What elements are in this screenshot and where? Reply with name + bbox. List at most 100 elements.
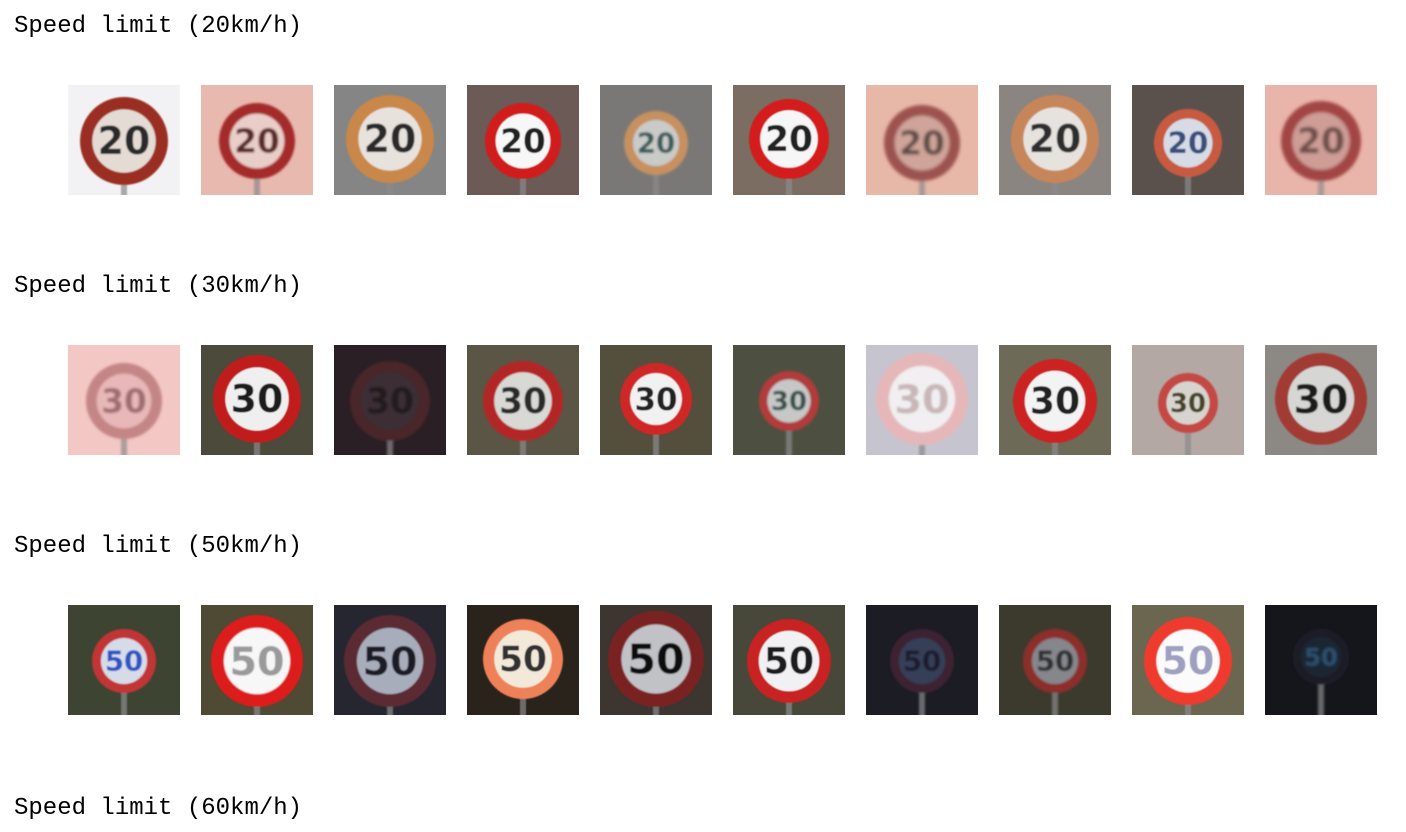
sign-thumbnail: 20 [999, 85, 1111, 195]
sign-number: 50 [105, 646, 143, 678]
speed-sign-icon: 20 [600, 85, 712, 195]
sign-face [888, 365, 956, 433]
sign-post [254, 177, 260, 195]
sign-face [229, 113, 285, 169]
sign-number: 20 [1168, 126, 1209, 160]
sign-post [387, 181, 393, 195]
sign-post [387, 705, 393, 715]
sign-thumbnail: 50 [733, 605, 845, 715]
sign-face [223, 627, 291, 695]
sign-post [1052, 441, 1058, 455]
sign-number: 50 [903, 646, 941, 678]
sign-post [1185, 175, 1191, 195]
sign-number: 30 [1170, 389, 1206, 419]
sign-number: 50 [362, 639, 417, 685]
sign-number: 30 [634, 382, 677, 418]
sign-thumbnail: 30 [600, 345, 712, 455]
sign-post [520, 697, 526, 715]
sign-number: 30 [1030, 380, 1080, 423]
speed-sign-icon: 30 [334, 345, 446, 455]
sign-thumbnail: 50 [68, 605, 180, 715]
sign-post [520, 177, 526, 195]
sign-face [358, 107, 422, 171]
sign-thumbnail: 30 [68, 345, 180, 455]
sign-thumbnail: 20 [733, 85, 845, 195]
sign-number: 20 [364, 117, 417, 161]
sign-thumbnail: 20 [1132, 85, 1244, 195]
sign-thumbnail: 30 [1132, 345, 1244, 455]
speed-sign-icon: 30 [201, 345, 313, 455]
speed-sign-icon: 30 [1132, 345, 1244, 455]
speed-sign-icon: 50 [600, 605, 712, 715]
sign-face [1166, 381, 1210, 425]
sign-face [1031, 637, 1079, 685]
sign-number: 20 [765, 120, 813, 160]
sign-thumbnail: 30 [334, 345, 446, 455]
speed-sign-icon: 50 [999, 605, 1111, 715]
sign-thumbnail: 20 [1265, 85, 1377, 195]
sign-face [361, 372, 419, 430]
speed-sign-icon: 50 [201, 605, 313, 715]
sign-face [1287, 365, 1355, 433]
sign-face [1156, 629, 1220, 693]
sign-face [621, 624, 691, 694]
sign-face [1024, 370, 1086, 432]
speed-sign-icon: 30 [866, 345, 978, 455]
speed-sign-icon: 20 [999, 85, 1111, 195]
sign-thumbnail: 20 [600, 85, 712, 195]
speed-sign-icon: 50 [866, 605, 978, 715]
sign-thumbnail: 50 [866, 605, 978, 715]
sign-post [653, 433, 659, 455]
speed-sign-icon: 30 [999, 345, 1111, 455]
sign-face [92, 109, 156, 173]
sign-thumbnail: 20 [201, 85, 313, 195]
sign-number: 20 [500, 122, 545, 160]
sign-thumbnail: 20 [334, 85, 446, 195]
sign-face [1023, 107, 1087, 171]
sign-post [1318, 443, 1324, 455]
sign-number: 30 [101, 382, 146, 420]
speed-sign-icon: 50 [467, 605, 579, 715]
sign-thumbnail: 30 [467, 345, 579, 455]
speed-sign-icon: 50 [334, 605, 446, 715]
sign-number: 30 [231, 377, 284, 421]
sign-thumbnail: 30 [866, 345, 978, 455]
thumbnail-row: 20 20 20 20 20 20 20 20 20 20 [68, 85, 1378, 195]
speed-sign-icon: 30 [600, 345, 712, 455]
speed-sign-icon: 20 [467, 85, 579, 195]
class-title: Speed limit (60km/h) [14, 795, 303, 822]
sign-number: 50 [627, 635, 684, 683]
sign-post [520, 439, 526, 455]
sign-thumbnail: 50 [1132, 605, 1244, 715]
sign-number: 50 [764, 640, 814, 683]
sign-number: 50 [1304, 643, 1338, 671]
class-title: Speed limit (20km/h) [14, 13, 303, 40]
sign-thumbnail: 50 [334, 605, 446, 715]
sign-number: 30 [771, 387, 807, 417]
sign-number: 50 [499, 640, 547, 680]
sign-post [1185, 431, 1191, 455]
sign-face [1300, 636, 1342, 678]
sign-face [632, 119, 680, 167]
sign-post [919, 443, 925, 455]
sign-post [653, 173, 659, 195]
sign-face [1163, 118, 1213, 168]
sign-post [786, 429, 792, 455]
sign-number: 50 [1036, 646, 1074, 678]
sign-face [894, 115, 950, 171]
sign-post [254, 705, 260, 715]
thumbnail-row: 30 30 30 30 30 30 30 30 30 30 [68, 345, 1378, 455]
speed-sign-icon: 50 [1265, 605, 1377, 715]
sign-post [1052, 691, 1058, 715]
sign-number: 30 [499, 382, 547, 422]
speed-sign-icon: 20 [68, 85, 180, 195]
speed-sign-icon: 20 [1132, 85, 1244, 195]
speed-sign-icon: 20 [866, 85, 978, 195]
sign-post [121, 183, 127, 195]
sign-thumbnail: 20 [68, 85, 180, 195]
sign-number: 50 [1162, 639, 1215, 683]
speed-sign-icon: 20 [733, 85, 845, 195]
speed-sign-icon: 50 [68, 605, 180, 715]
sign-post [1318, 179, 1324, 195]
class-title: Speed limit (30km/h) [14, 273, 303, 300]
